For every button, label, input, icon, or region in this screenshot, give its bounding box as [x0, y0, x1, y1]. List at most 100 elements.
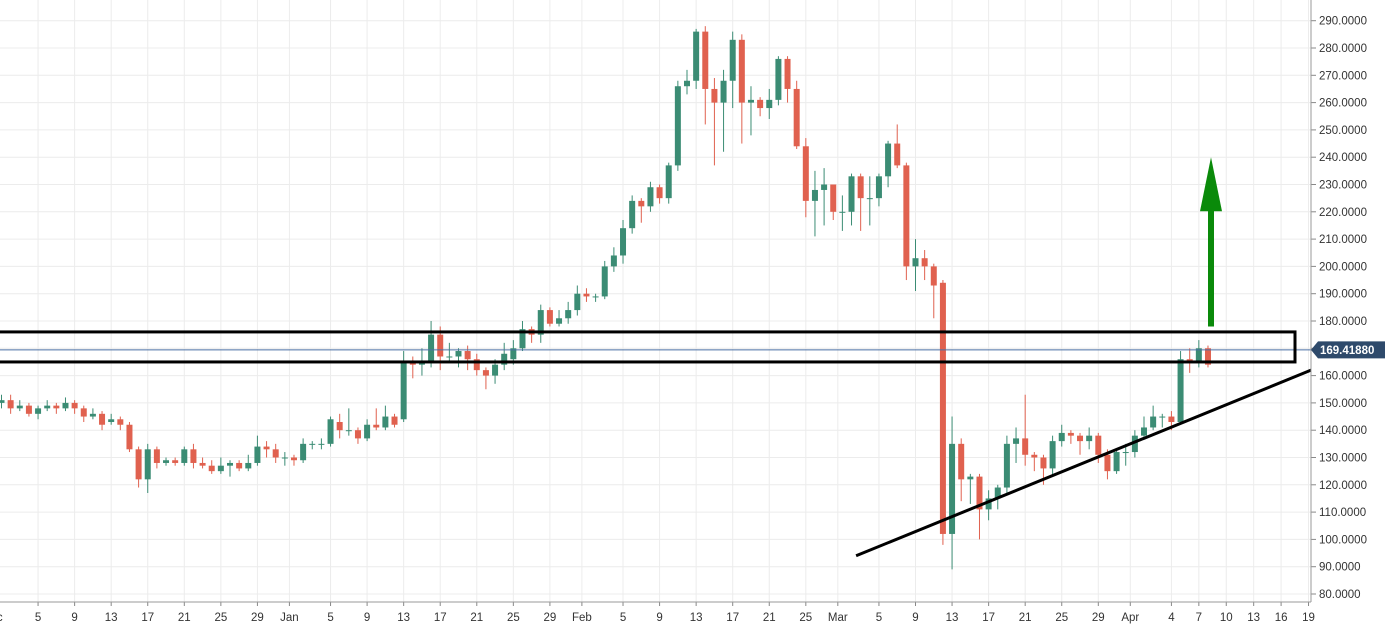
candle-body: [382, 416, 389, 428]
x-tick-label: Mar: [828, 612, 848, 624]
candle-down: [793, 80, 800, 150]
candle-body: [1040, 457, 1047, 469]
candle-body: [1077, 435, 1084, 442]
x-tick-label: 25: [799, 612, 812, 624]
candle-body: [1177, 359, 1184, 423]
y-tick-label: 260.0000: [1319, 98, 1367, 110]
y-tick-label: 120.0000: [1319, 480, 1367, 492]
x-tick-label: 5: [620, 612, 626, 624]
candle-up: [1122, 443, 1129, 466]
candle-up: [62, 397, 69, 412]
candle-body: [71, 402, 78, 409]
candle-down: [1022, 394, 1029, 466]
candle-up: [327, 416, 334, 447]
candle-up: [684, 69, 690, 95]
candle-body: [25, 405, 32, 414]
candle-up: [89, 408, 96, 420]
x-tick-label: 13: [690, 612, 703, 624]
candle-up: [766, 88, 773, 119]
candle-body: [875, 176, 882, 199]
candle-body: [473, 359, 480, 371]
candle-down: [656, 184, 663, 204]
candle-up: [848, 173, 855, 226]
x-tick-label: 13: [105, 612, 118, 624]
candle-down: [126, 422, 133, 453]
candle-body: [985, 498, 992, 510]
x-tick-label: 9: [364, 612, 370, 624]
x-tick-label: 9: [912, 612, 918, 624]
candle-up: [629, 195, 636, 234]
candle-body: [391, 416, 398, 425]
candle-up: [967, 473, 974, 504]
candle-up: [674, 80, 681, 171]
candle-body: [190, 449, 197, 463]
candle-body: [556, 318, 563, 324]
candle-up: [1159, 413, 1166, 428]
x-tick-label: 29: [251, 612, 264, 624]
y-tick-label: 230.0000: [1319, 180, 1367, 192]
candle-body: [830, 184, 837, 212]
candle-body: [620, 228, 627, 256]
candle-up: [620, 219, 627, 264]
candle-up: [300, 438, 307, 463]
current-price-label: 169.41880: [1320, 345, 1374, 357]
candle-down: [546, 307, 553, 327]
candle-body: [199, 462, 206, 466]
candle-body: [729, 39, 736, 81]
candle-down: [272, 443, 279, 463]
candle-body: [1003, 443, 1010, 488]
y-tick-label: 250.0000: [1319, 125, 1367, 137]
x-tick-label: 17: [726, 612, 739, 624]
candle-up: [811, 170, 818, 237]
candle-down: [482, 367, 489, 390]
candle-body: [1049, 441, 1056, 469]
candle-body: [44, 405, 51, 409]
candle-body: [510, 348, 517, 360]
candle-body: [7, 400, 14, 409]
x-tick-label: Dec: [0, 612, 3, 624]
candle-body: [912, 258, 919, 267]
candle-body: [793, 88, 800, 147]
candle-body: [1131, 435, 1138, 453]
candle-body: [592, 296, 599, 298]
x-tick-label: Jan: [280, 612, 299, 624]
x-tick-label: 17: [141, 612, 154, 624]
x-tick-label: 29: [544, 612, 557, 624]
x-tick-label: 17: [982, 612, 995, 624]
candle-body: [1122, 452, 1129, 454]
candle-body: [1058, 432, 1065, 442]
candle-body: [245, 462, 252, 469]
candle-body: [766, 99, 773, 109]
candle-up: [839, 195, 846, 231]
candle-up: [217, 457, 224, 474]
candle-up: [519, 321, 526, 352]
y-tick-label: 290.0000: [1319, 16, 1367, 28]
candle-body: [839, 211, 846, 213]
y-tick-label: 180.0000: [1319, 316, 1367, 328]
candle-down: [25, 402, 32, 417]
x-tick-label: 13: [397, 612, 410, 624]
candle-down: [7, 394, 14, 414]
candle-body: [236, 462, 243, 469]
candle-body: [482, 370, 489, 376]
candle-body: [1031, 454, 1038, 458]
candle-body: [135, 449, 142, 480]
candle-down: [903, 162, 910, 281]
candle-up: [108, 413, 115, 425]
candle-body: [35, 408, 42, 414]
candle-down: [71, 400, 78, 414]
candle-body: [400, 361, 407, 420]
candle-body: [254, 446, 261, 463]
candle-up: [144, 443, 151, 493]
candle-body: [309, 443, 316, 445]
candle-up: [16, 400, 23, 412]
y-tick-label: 200.0000: [1319, 261, 1367, 273]
candle-body: [492, 364, 499, 376]
candle-body: [455, 351, 462, 357]
candle-down: [638, 198, 645, 223]
candle-body: [656, 187, 663, 199]
candle-down: [336, 413, 343, 439]
candle-body: [1013, 438, 1020, 444]
candle-body: [1022, 438, 1029, 455]
candle-up: [163, 457, 170, 466]
